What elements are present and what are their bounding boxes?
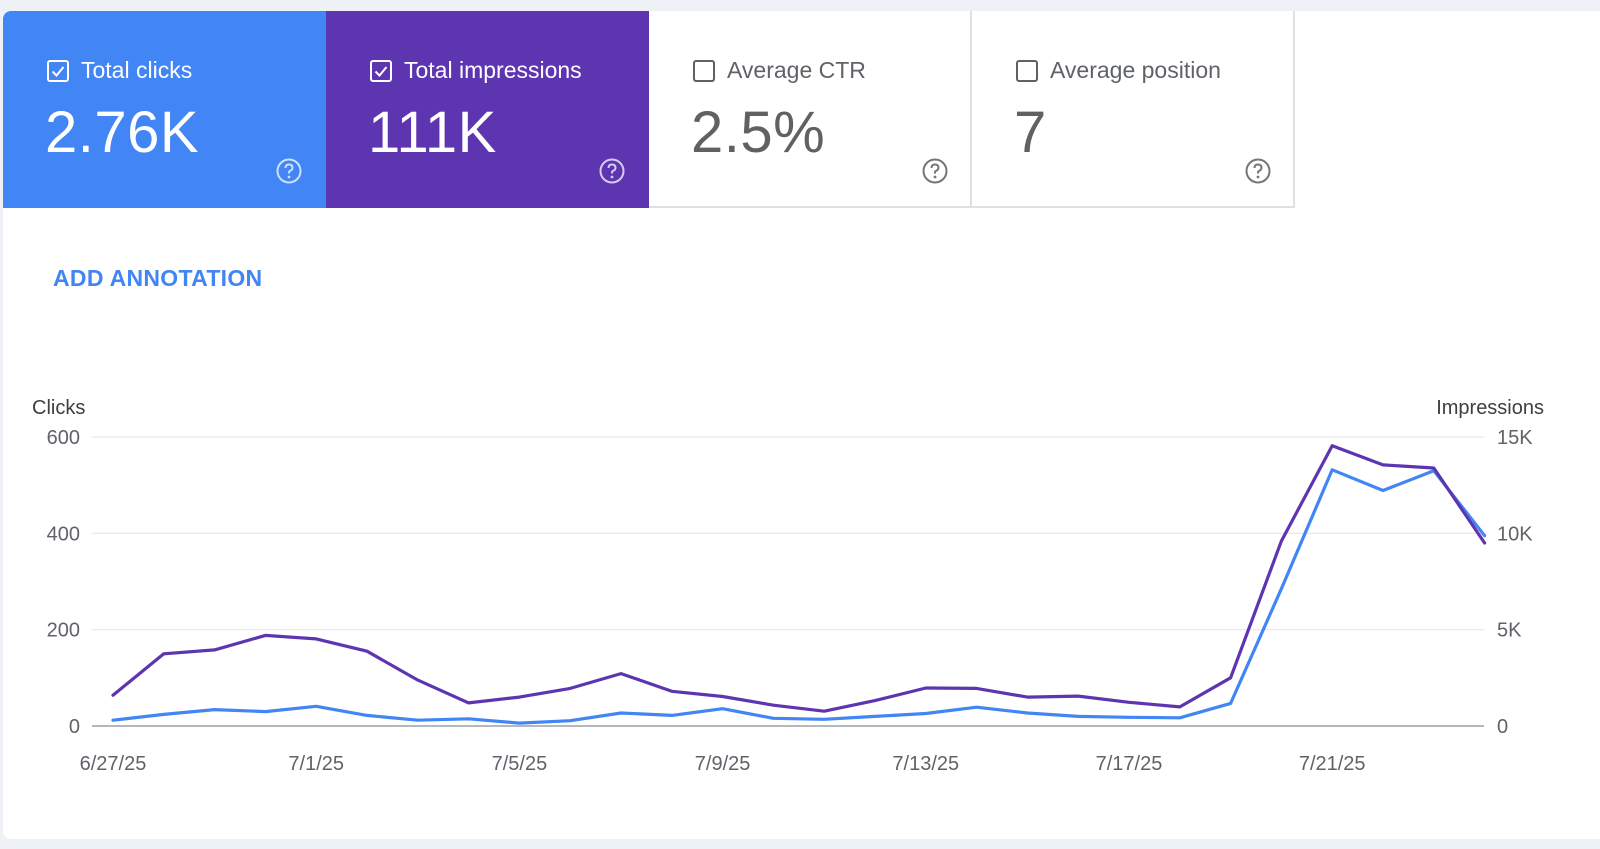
x-tick-label: 6/27/25 bbox=[80, 753, 147, 775]
average-ctr-value: 2.5% bbox=[691, 100, 826, 165]
total-impressions-header: Total impressions bbox=[369, 57, 582, 84]
help-icon[interactable] bbox=[1244, 157, 1272, 185]
average-ctr-card[interactable]: Average CTR 2.5% bbox=[649, 11, 972, 208]
y-left-tick-label: 200 bbox=[47, 620, 80, 642]
x-tick-label: 7/1/25 bbox=[288, 753, 344, 775]
average-position-card[interactable]: Average position 7 bbox=[972, 11, 1295, 208]
x-tick-label: 7/17/25 bbox=[1096, 753, 1163, 775]
y-left-axis-title: Clicks bbox=[32, 397, 85, 419]
help-icon[interactable] bbox=[598, 157, 626, 185]
average-position-label: Average position bbox=[1050, 57, 1221, 83]
clicks-series-line bbox=[111, 468, 1487, 725]
y-right-tick-label: 10K bbox=[1497, 523, 1533, 545]
y-right-tick-label: 5K bbox=[1497, 620, 1522, 642]
x-tick-label: 7/13/25 bbox=[892, 753, 959, 775]
checkbox-unchecked-icon[interactable] bbox=[692, 59, 716, 83]
average-ctr-header: Average CTR bbox=[692, 57, 866, 84]
x-tick-label: 7/21/25 bbox=[1299, 753, 1366, 775]
help-icon[interactable] bbox=[921, 157, 949, 185]
impressions-series-line bbox=[111, 444, 1487, 713]
y-left-tick-label: 0 bbox=[69, 716, 80, 738]
y-right-tick-label: 0 bbox=[1497, 716, 1508, 738]
x-tick-label: 7/5/25 bbox=[492, 753, 548, 775]
average-ctr-label: Average CTR bbox=[727, 57, 866, 83]
help-icon[interactable] bbox=[275, 157, 303, 185]
total-impressions-label: Total impressions bbox=[404, 57, 582, 83]
y-left-tick-label: 400 bbox=[47, 523, 80, 545]
total-impressions-value: 111K bbox=[368, 100, 497, 165]
metric-cards: Total clicks 2.76K Total impressions 111… bbox=[3, 11, 1295, 208]
average-position-value: 7 bbox=[1014, 100, 1047, 165]
total-clicks-label: Total clicks bbox=[81, 57, 193, 83]
total-impressions-card[interactable]: Total impressions 111K bbox=[326, 11, 649, 208]
total-clicks-value: 2.76K bbox=[45, 100, 200, 165]
checkbox-checked-icon[interactable] bbox=[46, 59, 70, 83]
y-right-tick-label: 15K bbox=[1497, 427, 1533, 449]
y-right-axis-title: Impressions bbox=[1436, 397, 1544, 419]
performance-chart: 0 0 200 5K 400 10K 600 15K Clicks Impressions 6/27… bbox=[32, 397, 1544, 775]
total-clicks-header: Total clicks bbox=[46, 57, 192, 84]
average-position-header: Average position bbox=[1015, 57, 1221, 84]
checkbox-unchecked-icon[interactable] bbox=[1015, 59, 1039, 83]
checkbox-checked-icon[interactable] bbox=[369, 59, 393, 83]
x-tick-label: 7/9/25 bbox=[695, 753, 751, 775]
total-clicks-card[interactable]: Total clicks 2.76K bbox=[3, 11, 326, 208]
add-annotation-button[interactable]: ADD ANNOTATION bbox=[53, 265, 263, 291]
y-left-tick-label: 600 bbox=[47, 427, 80, 449]
